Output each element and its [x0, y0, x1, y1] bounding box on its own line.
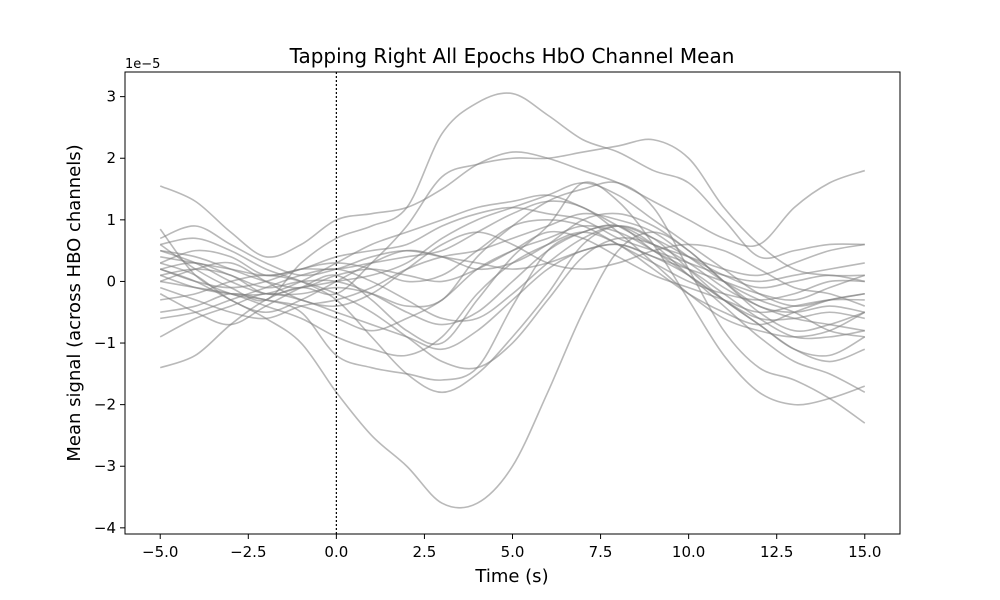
- chart-title: Tapping Right All Epochs HbO Channel Mea…: [289, 44, 735, 68]
- x-axis-label: Time (s): [474, 566, 548, 587]
- epoch-line-20: [159, 212, 865, 338]
- y-axis-offset-label: 1e−5: [125, 57, 160, 72]
- y-axis-label: Mean signal (across HBO channels): [64, 144, 85, 461]
- epoch-line-23: [160, 224, 866, 394]
- x-tick-label: 5.0: [501, 543, 525, 561]
- x-tick-label: 7.5: [589, 543, 613, 561]
- epoch-line-16: [160, 237, 865, 370]
- x-axis: −5.0 −2.5 0.0 2.5 5.0 7.5 10.0 12.5 15.0: [142, 534, 881, 561]
- x-tick-label: 0.0: [324, 543, 348, 561]
- x-tick-label: 2.5: [413, 543, 437, 561]
- epoch-line-15: [159, 225, 866, 301]
- y-tick-label: −1: [94, 334, 116, 352]
- x-tick-label: −5.0: [142, 543, 178, 561]
- y-tick-label: 0: [106, 272, 116, 290]
- epoch-line-13: [159, 243, 866, 363]
- x-tick-label: 10.0: [672, 543, 705, 561]
- y-tick-label: −4: [94, 519, 116, 537]
- epoch-line-7: [159, 181, 866, 406]
- y-axis: −4 −3 −2 −1 0 1 2 3: [94, 88, 125, 537]
- y-tick-label: 1: [106, 211, 116, 229]
- y-tick-label: 3: [106, 88, 116, 106]
- epoch-line-22: [160, 225, 865, 322]
- epoch-line-12: [160, 206, 865, 283]
- x-tick-label: 15.0: [848, 543, 881, 561]
- epoch-line-17: [159, 219, 865, 301]
- y-tick-label: −3: [94, 457, 116, 475]
- epoch-lines: [159, 92, 866, 509]
- x-tick-label: −2.5: [230, 543, 266, 561]
- y-tick-label: −2: [94, 396, 116, 414]
- epoch-line-19: [159, 212, 866, 332]
- plot-area: [124, 71, 901, 535]
- y-tick-label: 2: [106, 149, 116, 167]
- epoch-line-24: [159, 194, 865, 296]
- epoch-line-1: [159, 151, 866, 258]
- x-tick-label: 12.5: [760, 543, 793, 561]
